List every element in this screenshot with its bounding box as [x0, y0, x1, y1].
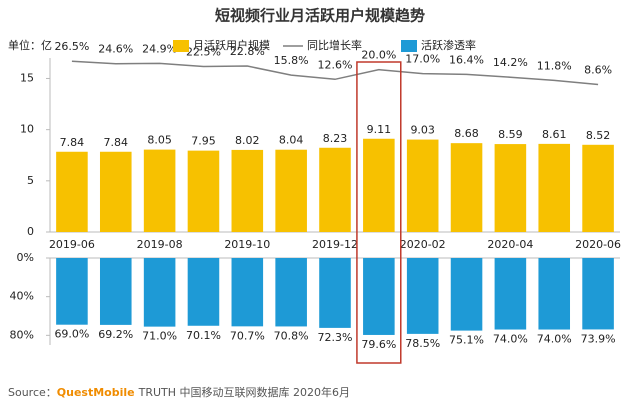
bar — [319, 147, 351, 232]
value-label: 24.9% — [142, 42, 177, 55]
bar — [538, 258, 571, 330]
value-label: 24.6% — [98, 43, 133, 56]
y-tick-label: 15 — [20, 71, 34, 84]
value-label: 7.95 — [191, 135, 216, 148]
value-label: 72.3% — [318, 331, 353, 344]
x-tick-label: 2019-10 — [224, 238, 270, 251]
y-tick-label: 40% — [10, 290, 34, 303]
x-tick-label: 2020-06 — [575, 238, 621, 251]
source-brand: QuestMobile — [57, 386, 135, 399]
bar — [406, 139, 439, 232]
value-label: 9.03 — [410, 124, 435, 137]
value-label: 20.0% — [361, 49, 396, 62]
value-label: 8.59 — [498, 128, 523, 141]
bar — [406, 258, 439, 334]
legend-label: 活跃渗透率 — [421, 38, 476, 52]
y-tick-label: 0 — [27, 225, 34, 238]
value-label: 74.0% — [493, 333, 528, 346]
value-label: 71.0% — [142, 330, 177, 343]
value-label: 70.8% — [274, 329, 309, 342]
source-rest: TRUTH 中国移动互联网数据库 2020年6月 — [138, 385, 350, 399]
value-label: 9.11 — [367, 123, 392, 136]
value-label: 8.6% — [584, 63, 612, 76]
bar — [319, 258, 351, 328]
value-label: 8.61 — [542, 128, 567, 141]
bar — [99, 151, 132, 232]
source: Source：QuestMobile TRUTH 中国移动互联网数据库 2020年… — [8, 385, 350, 399]
bar — [143, 258, 176, 327]
value-label: 8.23 — [323, 132, 348, 145]
value-label: 70.1% — [186, 329, 221, 342]
bar — [231, 149, 264, 232]
value-label: 16.4% — [449, 53, 484, 66]
value-label: 22.5% — [186, 45, 221, 58]
value-label: 15.8% — [274, 54, 309, 67]
x-tick-label: 2020-04 — [487, 238, 533, 251]
value-label: 8.05 — [147, 134, 172, 147]
value-label: 22.8% — [230, 45, 265, 58]
value-label: 8.52 — [586, 129, 611, 142]
bar — [582, 144, 614, 232]
bar — [275, 149, 307, 232]
bar — [231, 258, 264, 327]
bar — [363, 258, 395, 335]
value-label: 8.68 — [454, 127, 479, 140]
bar — [494, 144, 527, 232]
y-tick-label: 0% — [17, 251, 34, 264]
source-prefix: Source： — [8, 386, 57, 399]
bar — [187, 258, 220, 326]
y-tick-label: 80% — [10, 328, 34, 341]
value-label: 11.8% — [537, 59, 572, 72]
value-label: 73.9% — [581, 332, 616, 345]
bar — [582, 258, 614, 330]
y-tick-label: 10 — [20, 123, 34, 136]
bar — [494, 258, 527, 330]
bar — [450, 258, 483, 331]
x-tick-label: 2019-12 — [312, 238, 358, 251]
bar — [450, 143, 483, 232]
x-tick-label: 2019-08 — [137, 238, 183, 251]
bar — [275, 258, 307, 327]
bar — [187, 150, 220, 232]
value-label: 69.0% — [54, 328, 89, 341]
value-label: 74.0% — [537, 333, 572, 346]
line — [71, 60, 599, 86]
legend-swatch — [173, 40, 189, 52]
bar — [363, 138, 395, 232]
unit-label: 单位：亿 — [8, 38, 52, 52]
value-label: 12.6% — [318, 58, 353, 71]
x-tick-label: 2020-02 — [400, 238, 446, 251]
highlight-box — [356, 61, 402, 364]
bar — [143, 149, 176, 232]
value-label: 79.6% — [361, 338, 396, 351]
bar — [56, 151, 88, 232]
y-tick-label: 5 — [27, 174, 34, 187]
bar — [99, 258, 132, 325]
value-label: 14.2% — [493, 56, 528, 69]
legend-label: 月活跃用户规模 — [193, 38, 270, 52]
value-label: 8.02 — [235, 134, 260, 147]
legend-swatch — [401, 40, 417, 52]
bar — [538, 143, 571, 232]
value-label: 75.1% — [449, 334, 484, 347]
value-label: 17.0% — [405, 53, 440, 66]
x-tick-label: 2019-06 — [49, 238, 95, 251]
value-label: 8.04 — [279, 134, 304, 147]
value-label: 70.7% — [230, 329, 265, 342]
value-label: 7.84 — [104, 136, 129, 149]
chart-title: 短视频行业月活跃用户规模趋势 — [215, 7, 425, 25]
legend-label: 同比增长率 — [307, 38, 362, 52]
value-label: 7.84 — [60, 136, 85, 149]
value-label: 69.2% — [98, 328, 133, 341]
value-label: 78.5% — [405, 337, 440, 350]
bar — [56, 258, 88, 325]
value-label: 26.5% — [54, 40, 89, 53]
